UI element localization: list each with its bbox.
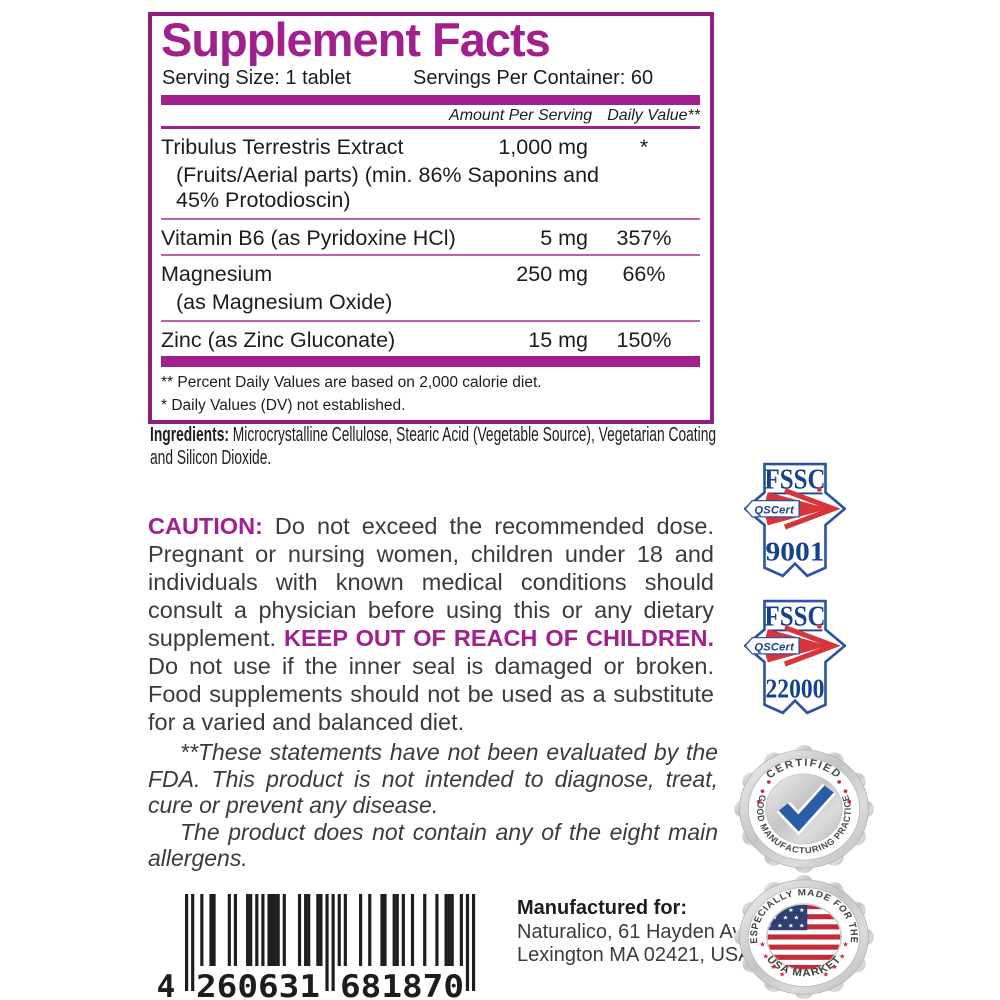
nutrient-subtext: (as Magnesium Oxide) (176, 290, 393, 315)
table-row: Zinc (as Zinc Gluconate) 15 mg 150% (161, 322, 700, 356)
fda-statement: **These statements have not been evaluat… (148, 739, 718, 818)
nutrient-amount: 1,000 mg (498, 134, 588, 159)
manufacturer-address-2: Lexington MA 02421, USA (517, 944, 752, 966)
barcode-bars (185, 894, 476, 991)
nutrient-amount: 5 mg (540, 226, 588, 251)
nutrient-name: Vitamin B6 (as Pyridoxine HCl) (161, 226, 456, 251)
nutrient-dv: 357% (616, 226, 672, 251)
fssc-logo-text: FSSC (765, 464, 826, 495)
footnote-dv-not-established: * Daily Values (DV) not established. (161, 396, 406, 414)
svg-text:★: ★ (788, 907, 794, 914)
nutrient-subtext: (Fruits/Aerial parts) (min. 86% Saponins… (176, 163, 600, 213)
svg-text:★: ★ (759, 940, 766, 948)
thick-rule (161, 355, 700, 367)
nutrient-amount: 250 mg (516, 261, 588, 286)
nutrient-dv: 150% (616, 328, 672, 353)
svg-text:★: ★ (822, 970, 829, 978)
cert-number: 9001 (766, 537, 825, 567)
svg-text:★: ★ (842, 940, 849, 948)
svg-text:★: ★ (782, 915, 788, 922)
fssc-22000-badge: FSSC QSCert 22000 (744, 599, 846, 715)
usa-market-badge: ★★★★ ★★★ ★★★★ ESPECIALLY MADE FOR THE US… (734, 874, 874, 1000)
gmp-certified-badge: CERTIFIED GOOD MANUFACTURING PRACTICE (734, 745, 874, 873)
panel-title: Supplement Facts (161, 13, 551, 66)
caution-block: CAUTION: Do not exceed the recommended d… (148, 512, 714, 736)
red-stars: ★★★ ★★★ ★ ★ (759, 940, 849, 978)
caution-text-2: Do not use if the inner seal is damaged … (148, 653, 714, 735)
cert-number: 22000 (766, 674, 825, 704)
svg-text:★: ★ (772, 915, 778, 922)
nutrient-amount: 15 mg (528, 328, 588, 353)
header-rule (161, 125, 700, 129)
keep-out-of-reach-text: KEEP OUT OF REACH OF CHILDREN. (284, 625, 714, 651)
svg-text:★: ★ (770, 962, 777, 970)
caution-text-1: Do not exceed the recommended dose. Preg… (148, 513, 714, 651)
svg-text:★: ★ (839, 952, 846, 960)
qscert-band (744, 636, 800, 655)
column-headers: Amount Per Serving Daily Value** (161, 105, 700, 126)
barcode-digits-right: 681870 (340, 969, 464, 1000)
thick-rule (161, 94, 700, 105)
supplement-facts-panel: Supplement Facts Serving Size: 1 tablet … (148, 12, 714, 424)
flag-ring (765, 903, 843, 971)
ean13-barcode: 4 260631 681870 (157, 894, 476, 1000)
caution-label: CAUTION: (148, 513, 263, 539)
servings-per-container: Servings Per Container: 60 (413, 66, 654, 89)
red-dots (756, 780, 852, 804)
serving-info: Serving Size: 1 tablet Servings Per Cont… (162, 67, 700, 90)
table-row: Vitamin B6 (as Pyridoxine HCl) 5 mg 357% (161, 220, 700, 256)
svg-text:★: ★ (799, 907, 805, 914)
allergen-statement: The product does not contain any of the … (148, 818, 718, 872)
svg-text:★: ★ (762, 952, 769, 960)
footnote-daily-values: ** Percent Daily Values are based on 2,0… (161, 373, 542, 391)
table-row: Tribulus Terrestris Extract 1,000 mg * (… (161, 129, 700, 221)
manufacturer-address-1: Naturalico, 61 Hayden Ave (517, 920, 754, 943)
manufacturer-block: Manufactured for: Naturalico, 61 Hayden … (517, 897, 753, 968)
barcode-digit-prefix: 4 (157, 969, 176, 1000)
serving-size: Serving Size: 1 tablet (162, 66, 351, 89)
nutrient-dv: * (639, 134, 649, 159)
nutrient-name: Zinc (as Zinc Gluconate) (161, 328, 396, 353)
nutrient-name: Magnesium (161, 261, 273, 286)
ingredients-text: Microcrystalline Cellulose, Stearic Acid… (150, 424, 717, 469)
svg-text:★: ★ (788, 923, 794, 930)
svg-text:★: ★ (831, 962, 838, 970)
barcode-digits-left: 260631 (196, 969, 320, 1000)
daily-value-header: Daily Value** (607, 106, 700, 124)
disclaimer-block: **These statements have not been evaluat… (148, 739, 718, 872)
nutrient-name: Tribulus Terrestris Extract (161, 134, 404, 159)
svg-text:★: ★ (793, 915, 799, 922)
ingredients-block: Ingredients: Microcrystalline Cellulose,… (150, 424, 721, 470)
qscert-band (744, 499, 800, 518)
fssc-red-dot (817, 487, 822, 492)
qscert-text: QSCert (754, 641, 795, 653)
checkmark-icon (776, 783, 836, 836)
arrow-icon (783, 488, 841, 530)
svg-text:★: ★ (779, 970, 786, 978)
fssc-red-dot (817, 624, 822, 629)
amount-per-serving-header: Amount Per Serving (449, 106, 593, 124)
fssc-9001-badge: FSSC QSCert 9001 (744, 462, 846, 578)
ingredients-label: Ingredients: (150, 424, 229, 446)
nutrient-dv: 66% (622, 261, 666, 286)
manufactured-for-label: Manufactured for: (517, 897, 687, 919)
svg-text:★: ★ (777, 923, 783, 930)
svg-text:★: ★ (799, 923, 805, 930)
table-row: Magnesium 250 mg 66% (as Magnesium Oxide… (161, 256, 700, 323)
arrow-icon (783, 625, 841, 667)
qscert-text: QSCert (754, 504, 795, 516)
fssc-logo-text: FSSC (765, 601, 826, 632)
